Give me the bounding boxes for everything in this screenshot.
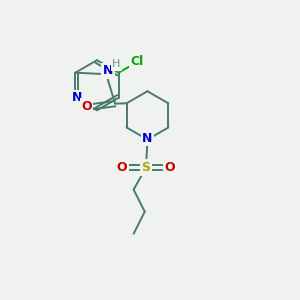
Text: N: N [142,132,153,145]
Text: N: N [103,64,113,77]
Text: N: N [72,91,82,104]
Text: S: S [142,161,151,174]
Text: H: H [112,59,121,69]
Text: O: O [116,161,127,174]
Text: O: O [165,161,176,174]
Text: O: O [81,100,92,113]
Text: Cl: Cl [131,56,144,68]
